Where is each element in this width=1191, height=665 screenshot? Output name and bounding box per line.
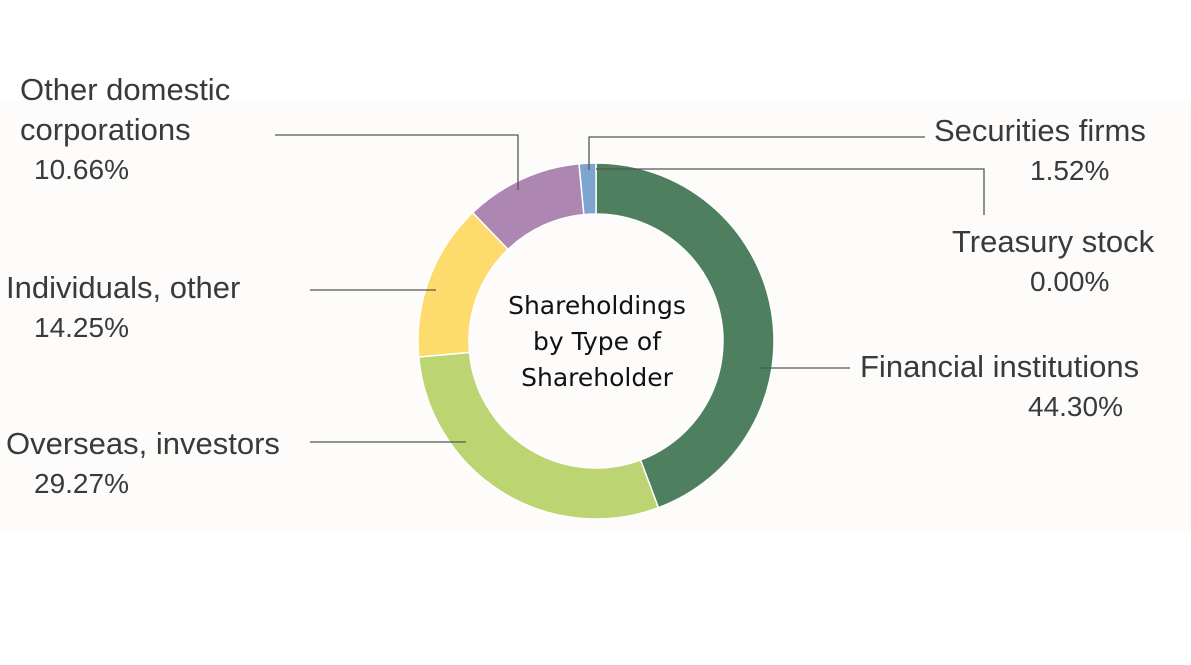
center-title: Shareholdings by Type of Shareholder [486,288,708,396]
value-label-overseas-investors: 29.27% [34,468,129,499]
donut-slices [417,162,775,520]
value-label-securities-firms: 1.52% [1030,155,1110,186]
value-label-treasury-stock: 0.00% [1030,266,1110,297]
series-name-other-domestic-line-2: corporations [20,112,191,147]
data-label-overseas-investors: Overseas, investors 29.27% [6,424,280,504]
leader-line-treasury-stock [596,168,985,215]
series-name-financial-institutions: Financial institutions [860,349,1140,384]
slice-securities-firms [578,162,597,216]
series-name-individuals-other: Individuals, other [6,270,241,305]
series-name-other-domestic-line-1: Other domestic [20,72,231,107]
leader-line-securities-firms [588,136,925,170]
center-title-line-1: Shareholdings [508,291,686,320]
data-label-securities-firms: Securities firms 1.52% [934,111,1146,191]
data-label-financial-institutions: Financial institutions 44.30% [860,347,1139,427]
data-label-other-domestic-corporations: Other domestic corporations 10.66% [20,70,230,190]
series-name-overseas-investors: Overseas, investors [6,426,280,461]
leader-line-other-domestic-corporations [275,134,519,190]
center-title-line-2: by Type of [532,327,662,356]
leader-lines [275,134,985,443]
data-label-individuals-other: Individuals, other 14.25% [6,268,240,348]
data-label-treasury-stock: Treasury stock 0.00% [952,222,1154,302]
value-label-other-domestic-corporations: 10.66% [34,154,129,185]
series-name-treasury-stock: Treasury stock [952,224,1155,259]
slice-overseas-investors [417,351,660,520]
center-title-line-3: Shareholder [521,363,673,392]
value-label-individuals-other: 14.25% [34,312,129,343]
series-name-securities-firms: Securities firms [934,113,1146,148]
slice-financial-institutions [595,162,775,509]
value-label-financial-institutions: 44.30% [1028,391,1123,422]
